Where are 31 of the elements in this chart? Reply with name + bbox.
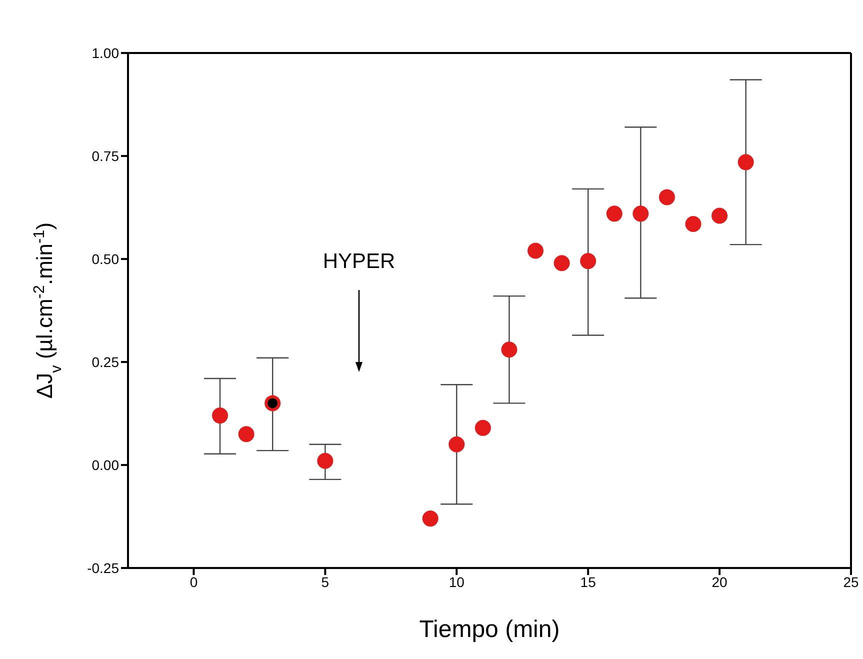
annotation: HYPER	[322, 250, 396, 273]
point	[422, 510, 438, 527]
point	[580, 253, 596, 270]
point	[606, 206, 622, 222]
x-tick-label: 10	[448, 574, 465, 590]
y-tick-label: 1.00	[92, 44, 120, 61]
point	[658, 189, 675, 206]
y-tick-label: 0.75	[92, 148, 120, 164]
point	[685, 216, 702, 232]
x-axis-title: Tiempo (min)	[419, 616, 560, 643]
point	[632, 206, 649, 222]
point	[317, 452, 334, 469]
x-tick-label: 20	[712, 574, 728, 590]
point	[264, 395, 281, 412]
point	[738, 154, 754, 170]
y-tick-label: -0.25	[87, 560, 120, 576]
point	[554, 255, 570, 272]
x-tick-label: 25	[843, 574, 859, 590]
x-tick-label: 15	[580, 574, 596, 590]
x-tick-label: 0	[190, 574, 198, 590]
point	[474, 420, 491, 436]
point	[212, 408, 228, 424]
point	[238, 426, 254, 442]
point	[448, 436, 465, 452]
point	[712, 208, 728, 224]
point	[528, 242, 544, 259]
point	[501, 342, 518, 358]
y-tick-label: 0.50	[92, 250, 120, 267]
x-tick-label: 5	[321, 574, 330, 590]
y-tick-label: 0.25	[92, 354, 120, 370]
y-tick-label: 0.00	[92, 456, 120, 473]
